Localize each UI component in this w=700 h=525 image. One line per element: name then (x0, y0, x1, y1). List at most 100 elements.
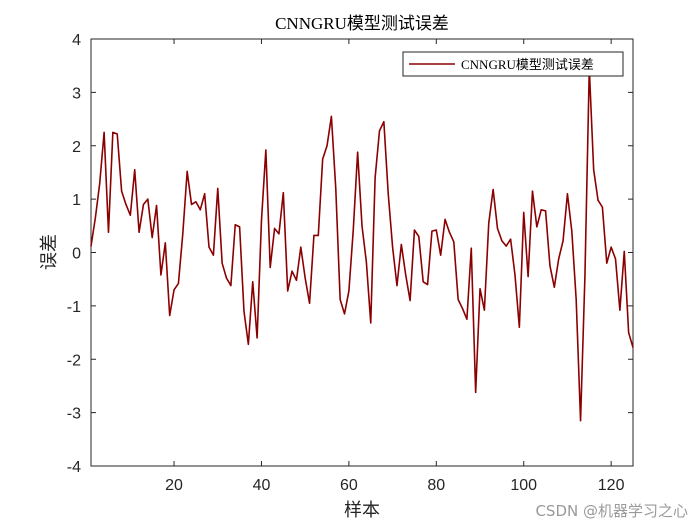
data-point (405, 274, 407, 276)
data-point (571, 230, 573, 232)
data-point (330, 115, 332, 117)
data-point (125, 203, 127, 206)
data-point (225, 277, 228, 279)
data-point (558, 258, 560, 260)
y-tick-label: -1 (67, 299, 81, 316)
data-point (470, 247, 472, 249)
data-point (461, 307, 464, 310)
data-point (357, 151, 359, 153)
series-points (90, 67, 634, 422)
data-point (444, 218, 446, 221)
data-point (116, 133, 118, 135)
data-point (204, 193, 206, 195)
x-tick-label: 40 (253, 477, 271, 494)
data-point (278, 233, 280, 235)
data-point (544, 210, 547, 212)
data-point (505, 245, 507, 247)
data-point (169, 314, 171, 317)
data-point (304, 277, 306, 279)
data-point (308, 302, 311, 304)
x-axis-label: 样本 (344, 500, 380, 520)
data-point (138, 231, 140, 233)
y-tick-label: 0 (72, 246, 81, 263)
data-point (383, 121, 385, 123)
data-point (247, 343, 249, 345)
data-point (387, 193, 389, 195)
data-point (610, 246, 612, 248)
data-point (208, 246, 210, 248)
data-point (540, 209, 542, 211)
data-point (190, 203, 193, 206)
data-point (186, 170, 188, 172)
data-point (234, 224, 236, 226)
data-point (239, 226, 241, 228)
data-point (300, 246, 302, 248)
data-point (623, 250, 625, 253)
data-point (160, 274, 162, 276)
data-point (440, 254, 442, 256)
data-point (142, 203, 145, 206)
data-point (566, 193, 569, 195)
data-point (361, 225, 363, 227)
data-point (431, 230, 433, 232)
data-point (575, 298, 577, 301)
data-point (378, 130, 381, 132)
data-point (90, 245, 92, 247)
data-point (426, 283, 429, 286)
data-point (217, 187, 219, 190)
data-point (536, 226, 538, 228)
data-point (352, 229, 354, 231)
data-point (151, 236, 153, 239)
data-point (510, 238, 512, 240)
data-point (322, 158, 324, 160)
data-point (496, 227, 499, 230)
data-point (435, 229, 437, 231)
y-tick-label: 1 (72, 192, 81, 209)
data-point (619, 309, 621, 311)
axis-tick-labels: 20 40 60 80 100 120 -4 -3 -2 -1 0 1 2 3 4 (67, 32, 625, 494)
data-point (291, 270, 293, 272)
data-point (326, 145, 328, 147)
data-point (287, 290, 289, 292)
data-point (501, 240, 503, 242)
y-tick-label: 3 (72, 85, 81, 102)
data-point (628, 331, 630, 334)
data-point (177, 282, 180, 285)
data-point (374, 177, 376, 179)
data-point (601, 206, 604, 208)
data-point (199, 209, 201, 211)
data-point (422, 281, 424, 283)
data-point (147, 198, 149, 200)
data-point (335, 187, 337, 190)
data-point (518, 326, 520, 328)
data-point (632, 346, 634, 349)
data-point (475, 391, 477, 393)
data-point (282, 192, 284, 194)
data-point (273, 227, 276, 230)
data-point (348, 290, 350, 292)
data-point (396, 284, 398, 287)
x-tick-label: 120 (598, 477, 625, 494)
data-point (514, 274, 516, 276)
data-point (94, 217, 96, 219)
data-point (579, 420, 582, 422)
data-point (129, 214, 131, 216)
data-point (155, 204, 158, 207)
data-point (483, 309, 485, 311)
data-point (479, 288, 481, 290)
data-point (195, 201, 197, 203)
axis-ticks (91, 38, 633, 467)
data-point (553, 286, 555, 288)
data-point (466, 318, 468, 320)
data-point (523, 211, 525, 214)
data-point (164, 242, 166, 244)
data-point (230, 284, 232, 287)
data-point (182, 233, 184, 235)
data-point (265, 149, 267, 151)
plot-area (90, 38, 634, 467)
data-point (99, 182, 101, 184)
data-point (549, 265, 551, 267)
data-point (418, 235, 420, 238)
legend-label: CNNGRU模型测试误差 (461, 57, 594, 72)
